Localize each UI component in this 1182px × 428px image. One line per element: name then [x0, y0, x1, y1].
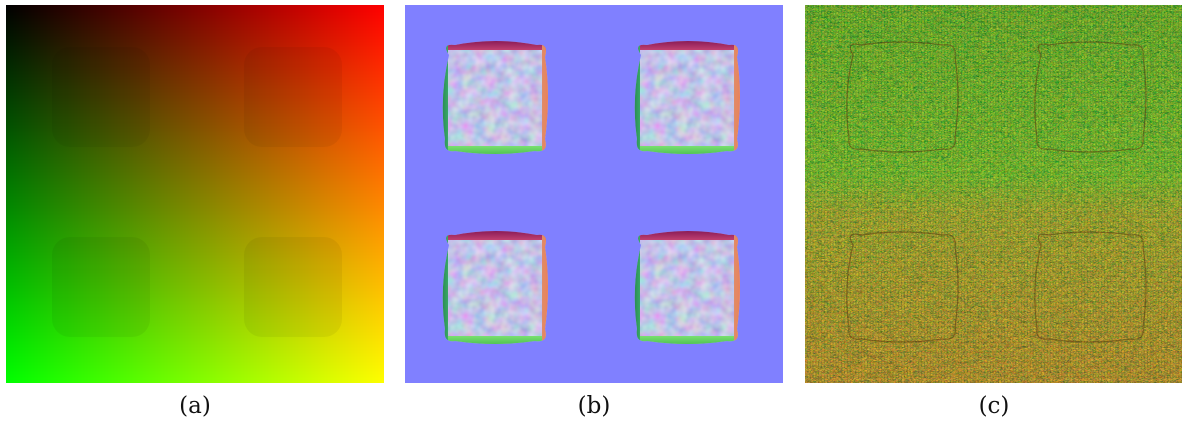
- normal-map-image: [405, 5, 783, 383]
- uv-gradient-image: [6, 5, 384, 383]
- uv-gradient-panel: [6, 5, 384, 383]
- faint-tile-shapes: [52, 47, 342, 337]
- caption-a: (a): [179, 393, 211, 419]
- tile-outlines: [846, 41, 1147, 343]
- tile-bottom-right: [631, 231, 745, 347]
- normal-map-panel: [405, 5, 783, 383]
- textured-result-image: [805, 5, 1182, 383]
- tile-bottom-left: [439, 231, 553, 347]
- textured-result-panel: [805, 5, 1182, 383]
- tile-top-right: [631, 41, 745, 157]
- caption-c: (c): [978, 393, 1010, 419]
- tile-top-left: [439, 41, 553, 157]
- caption-b: (b): [577, 393, 611, 419]
